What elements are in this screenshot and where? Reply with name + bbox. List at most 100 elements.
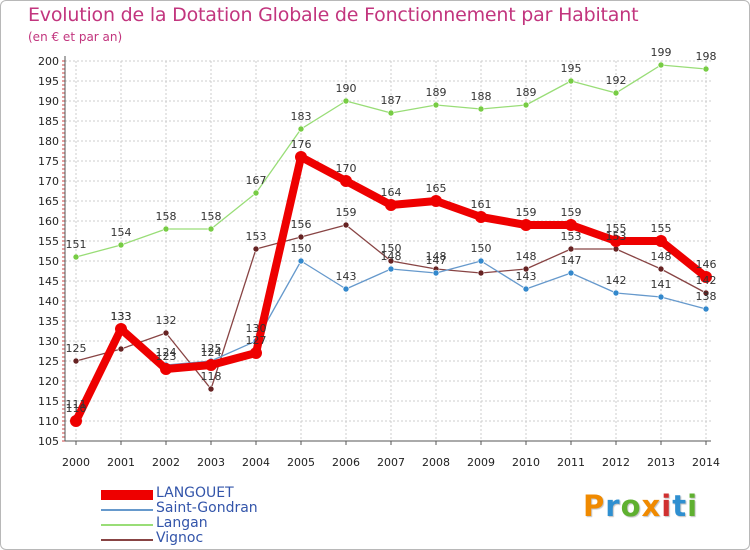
legend-label: Saint-Gondran [156,500,258,516]
series-group [70,61,712,427]
data-point [567,77,575,85]
data-point [252,245,260,253]
data-label: 192 [606,74,627,87]
x-tick-label: 2007 [377,456,405,469]
data-label: 188 [471,90,492,103]
y-tick-label: 155 [38,235,59,248]
data-label: 133 [111,310,132,323]
data-point [702,289,710,297]
x-tick-label: 2014 [692,456,720,469]
data-label: 164 [381,186,402,199]
data-label: 148 [651,250,672,263]
data-label: 150 [291,242,312,255]
x-tick-label: 2013 [647,456,675,469]
y-tick-label: 130 [38,335,59,348]
data-point [432,101,440,109]
data-point [432,269,440,277]
data-label: 146 [696,258,717,271]
data-label: 189 [516,86,537,99]
x-tick-label: 2010 [512,456,540,469]
data-label: 132 [156,314,177,327]
data-point [522,101,530,109]
x-tick-label: 2004 [242,456,270,469]
data-label: 199 [651,46,672,59]
data-point [117,345,125,353]
data-label: 154 [111,226,132,239]
axes: 105 110 115 120 125 130 135 140 145 150 155 160 165 1… [38,55,720,469]
legend-label: Vignoc [156,530,204,546]
data-point [475,211,487,223]
data-label: 153 [606,230,627,243]
legend-swatch [101,490,153,500]
data-point [612,289,620,297]
y-tick-label: 150 [38,255,59,268]
data-label: 189 [426,86,447,99]
data-label: 143 [516,270,537,283]
y-tick-label: 165 [38,195,59,208]
data-label: 176 [291,138,312,151]
data-label: 147 [426,254,447,267]
data-point [342,221,350,229]
data-point [70,415,82,427]
brand-letter: t [672,489,688,523]
data-label: 187 [381,94,402,107]
chart-subtitle: (en € et par an) [28,30,123,44]
data-label: 153 [561,230,582,243]
data-point [702,65,710,73]
data-label: 111 [66,398,87,411]
data-point [612,89,620,97]
data-point [565,219,577,231]
y-tick-label: 145 [38,275,59,288]
brand-letter: r [605,489,621,523]
y-tick-label: 110 [38,415,59,428]
data-labels: 151 154 158 158 167 183 190 187 189 188 189 195 192 1… [66,46,717,415]
chart-title: Evolution de la Dotation Globale de Fonc… [28,4,639,26]
data-point [567,269,575,277]
legend-label: LANGOUET [156,485,234,501]
data-label: 155 [606,222,627,235]
data-point [117,241,125,249]
legend-swatch [101,509,153,511]
data-point [657,61,665,69]
data-point [162,329,170,337]
data-label: 151 [66,238,87,251]
data-point [297,257,305,265]
y-tick-label: 105 [38,435,59,448]
y-tick-label: 180 [38,135,59,148]
data-label: 190 [336,82,357,95]
brand-letter: i [661,489,673,523]
data-label: 165 [426,182,447,195]
data-point [207,385,215,393]
data-point [477,269,485,277]
data-point [342,97,350,105]
x-tick-label: 2005 [287,456,315,469]
x-tick-label: 2011 [557,456,585,469]
data-point [72,357,80,365]
y-tick-label: 135 [38,315,59,328]
data-point [252,189,260,197]
legend-swatch [101,524,153,526]
x-tick-label: 2012 [602,456,630,469]
brand-logo: Proxiti [583,489,698,523]
data-label: 143 [336,270,357,283]
data-label: 183 [291,110,312,123]
data-point [520,219,532,231]
data-point [297,125,305,133]
data-label: 150 [381,242,402,255]
x-tick-label: 2000 [62,456,90,469]
data-label: 125 [201,342,222,355]
y-tick-label: 200 [38,55,59,68]
grid [65,60,711,441]
data-label: 125 [66,342,87,355]
x-tick-label: 2008 [422,456,450,469]
y-tick-label: 190 [38,95,59,108]
brand-letter: i [687,489,699,523]
data-point [700,271,712,283]
data-label: 138 [696,290,717,303]
data-point [657,265,665,273]
data-label: 198 [696,50,717,63]
legend-swatch [101,539,153,541]
x-tick-label: 2001 [107,456,135,469]
data-point [205,359,217,371]
data-point [207,225,215,233]
